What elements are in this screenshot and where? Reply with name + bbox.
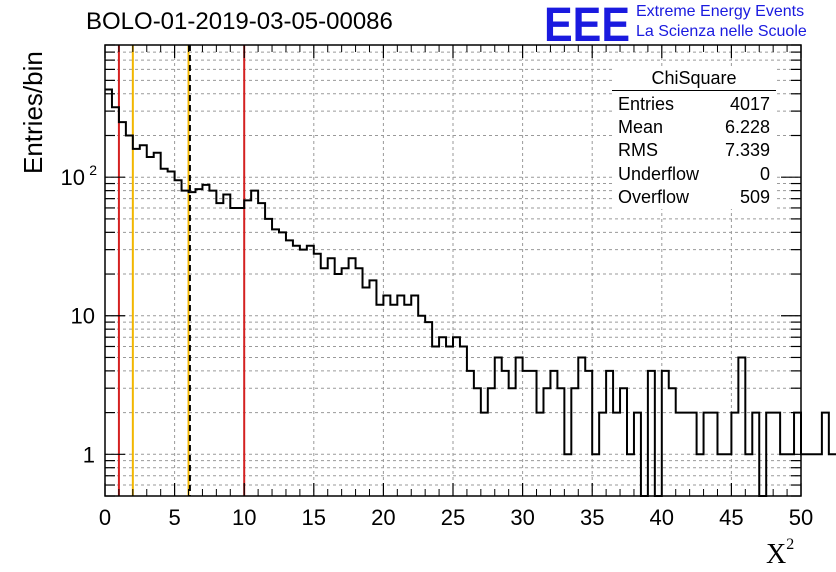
histogram-line bbox=[105, 88, 836, 497]
y-tick-label: 10 bbox=[61, 165, 85, 190]
stats-box: ChiSquare Entries 4017 Mean 6.228 RMS 7.339… bbox=[612, 68, 776, 209]
x-tick-label: 30 bbox=[510, 505, 534, 530]
y-tick-label: 10 bbox=[71, 304, 95, 329]
eee-logo-mark: EEE bbox=[544, 1, 630, 45]
x-tick-label: 50 bbox=[789, 505, 813, 530]
reference-lines bbox=[117, 45, 246, 496]
chart-title: BOLO-01-2019-03-05-00086 bbox=[86, 8, 393, 35]
x-tick-label: 0 bbox=[99, 505, 111, 530]
eee-logo: EEE bbox=[544, 1, 630, 45]
x-tick-label: 5 bbox=[168, 505, 180, 530]
x-tick-label: 20 bbox=[371, 505, 395, 530]
x-tick-label: 40 bbox=[650, 505, 674, 530]
logo-line-2: La Scienza nelle Scuole bbox=[636, 23, 807, 40]
axis-ticks bbox=[104, 44, 802, 497]
stats-row-overflow: Overflow 509 bbox=[618, 186, 770, 207]
x-tick-label: 25 bbox=[441, 505, 465, 530]
stats-row-mean: Mean 6.228 bbox=[618, 117, 770, 138]
logo-line-1: Extreme Energy Events bbox=[636, 3, 805, 20]
x-tick-label: 45 bbox=[719, 505, 743, 530]
stats-row-underflow: Underflow 0 bbox=[618, 163, 770, 184]
y-tick-label: 1 bbox=[83, 442, 95, 467]
y-tick-label-exponent: 2 bbox=[89, 162, 97, 178]
x-tick-label: 15 bbox=[302, 505, 326, 530]
x-tick-label: 10 bbox=[232, 505, 256, 530]
stats-title: ChiSquare bbox=[612, 68, 776, 91]
stats-row-entries: Entries 4017 bbox=[618, 94, 770, 114]
x-axis-label: X2 bbox=[766, 536, 795, 570]
stats-row-rms: RMS 7.339 bbox=[618, 140, 770, 161]
grid-lines bbox=[105, 44, 801, 497]
y-axis-label: Entries/bin bbox=[18, 51, 48, 174]
x-tick-label: 35 bbox=[580, 505, 604, 530]
